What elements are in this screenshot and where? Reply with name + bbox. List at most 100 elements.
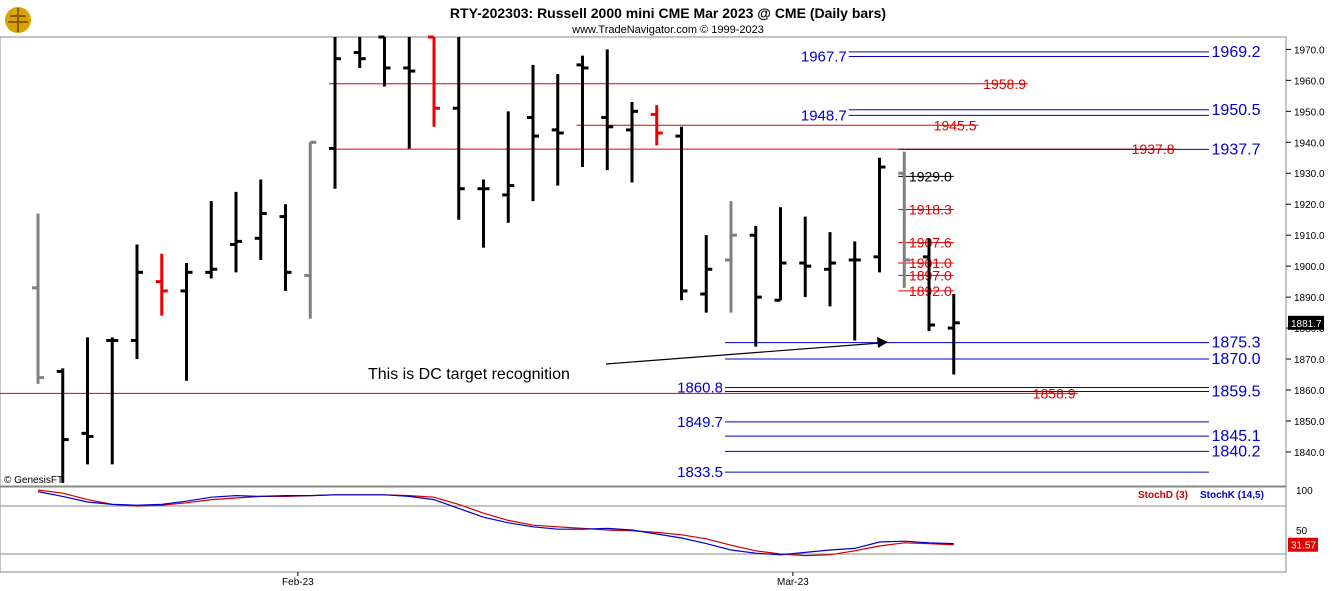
y-tick-label: 1940.0	[1294, 138, 1325, 149]
ohlc-bar	[626, 102, 638, 183]
y-tick-label: 1900.0	[1294, 262, 1325, 273]
ohlc-bar	[56, 368, 69, 483]
annotation-text: This is DC target recognition	[368, 366, 570, 383]
stochk-line	[37, 491, 954, 556]
chart-subtitle: www.TradeNavigator.com © 1999-2023	[571, 24, 764, 36]
ohlc-bar	[477, 179, 490, 248]
y-tick-label: 1930.0	[1294, 169, 1325, 180]
y-tick: 1860.0	[1286, 386, 1325, 397]
main-panel	[0, 36, 1287, 487]
ohlc-bar	[131, 244, 143, 360]
ohlc-bar	[32, 213, 44, 384]
level-label: 1860.8	[677, 380, 723, 397]
level-line: 1858.9	[0, 385, 1078, 401]
level-line: 1860.8	[677, 380, 1209, 397]
ohlc-bar	[304, 140, 317, 319]
level-line: 1849.7	[677, 414, 1209, 431]
ohlc-bar	[774, 207, 787, 302]
level-line: 1918.3	[898, 201, 954, 217]
ohlc-bar	[452, 37, 465, 220]
stoch-panel	[0, 486, 1287, 573]
x-tick-label: Feb-23	[282, 577, 314, 588]
y-tick: 1970.0	[1286, 45, 1325, 56]
level-label: 1845.1	[1212, 428, 1261, 445]
ohlc-bar	[353, 37, 366, 68]
level-label: 1833.5	[677, 464, 723, 481]
level-label: 1929.0	[909, 168, 952, 184]
level-line: 1833.5	[677, 464, 1209, 481]
level-line: 1907.6	[898, 235, 954, 251]
level-label: 1950.5	[1212, 102, 1261, 119]
y-tick: 1930.0	[1286, 169, 1325, 180]
level-line: 1937.7	[898, 141, 1261, 158]
ohlc-bar	[81, 337, 94, 465]
y-tick-label: 1910.0	[1294, 231, 1325, 242]
level-label: 1849.7	[677, 414, 723, 431]
ohlc-bar	[898, 151, 911, 288]
logo-icon	[5, 7, 31, 33]
y-tick: 1870.0	[1286, 355, 1325, 366]
level-line: 1840.2	[725, 443, 1261, 460]
ohlc-bar	[848, 241, 861, 341]
level-label: 1875.3	[1212, 335, 1261, 352]
y-tick-label: 1850.0	[1294, 417, 1325, 428]
ohlc-bar	[279, 204, 292, 291]
level-label: 1870.0	[1212, 351, 1261, 368]
last-price-box	[1288, 315, 1324, 330]
level-label: 1918.3	[909, 201, 952, 217]
level-line: 1948.7	[801, 107, 1209, 124]
level-label: 1958.9	[983, 76, 1026, 92]
level-label: 1859.5	[1212, 384, 1261, 401]
ohlc-bar	[378, 35, 391, 87]
ohlc-bar	[824, 232, 836, 307]
ohlc-bar	[155, 253, 168, 316]
y-tick: 1920.0	[1286, 200, 1325, 211]
ohlc-bar	[601, 49, 614, 171]
watermark: © GenesisFT	[4, 475, 63, 486]
y-tick: 1910.0	[1286, 231, 1325, 242]
stoch-last-label: 31.57	[1291, 541, 1316, 552]
y-tick: 1890.0	[1286, 293, 1325, 304]
last-price-badge: 1881.7	[1288, 315, 1324, 330]
ohlc-bar	[428, 35, 440, 127]
ohlc-bar	[947, 294, 960, 375]
level-line: 1875.3	[725, 335, 1261, 352]
ohlc-bar	[403, 37, 416, 149]
y-tick-label: 1960.0	[1294, 76, 1325, 87]
ohlc-bar	[106, 337, 119, 465]
ohlc-bar	[576, 55, 589, 168]
level-label: 1967.7	[801, 49, 847, 66]
ohlc-bar	[725, 201, 737, 313]
level-line: 1950.5	[848, 102, 1261, 119]
level-line: 1897.0	[898, 267, 954, 283]
y-tick: 1940.0	[1286, 138, 1325, 149]
annotation-arrow	[605, 342, 881, 365]
level-line: 1969.2	[848, 44, 1261, 61]
level-line: 1870.0	[725, 351, 1261, 368]
stochd-legend: StochD (3)	[1138, 490, 1188, 501]
ohlc-bar	[873, 157, 886, 273]
y-tick-label: 1870.0	[1294, 355, 1325, 366]
level-line: 1958.9	[329, 76, 1028, 92]
ohlc-bar	[923, 238, 935, 332]
level-line: 1845.1	[725, 428, 1261, 445]
stochd-line	[37, 489, 954, 557]
chart-title: RTY-202303: Russell 2000 mini CME Mar 20…	[450, 5, 886, 21]
y-tick-label: 1950.0	[1294, 107, 1325, 118]
level-line: 1859.5	[725, 384, 1261, 401]
level-label: 1858.9	[1033, 385, 1076, 401]
y-tick: 1950.0	[1286, 107, 1325, 118]
ohlc-bar	[254, 179, 267, 260]
y-tick: 1840.0	[1286, 448, 1325, 459]
annotation-arrowhead	[877, 337, 888, 348]
ohlc-bar	[230, 191, 242, 273]
y-tick: 1850.0	[1286, 417, 1325, 428]
y-tick-label: 1860.0	[1294, 386, 1325, 397]
level-line: 1892.0	[898, 283, 954, 299]
ohlc-bar	[799, 216, 812, 298]
level-label: 1969.2	[1212, 44, 1261, 61]
stoch-y-tick-label: 50	[1296, 526, 1308, 537]
ohlc-bar	[180, 263, 193, 381]
x-tick-label: Mar-23	[777, 577, 809, 588]
